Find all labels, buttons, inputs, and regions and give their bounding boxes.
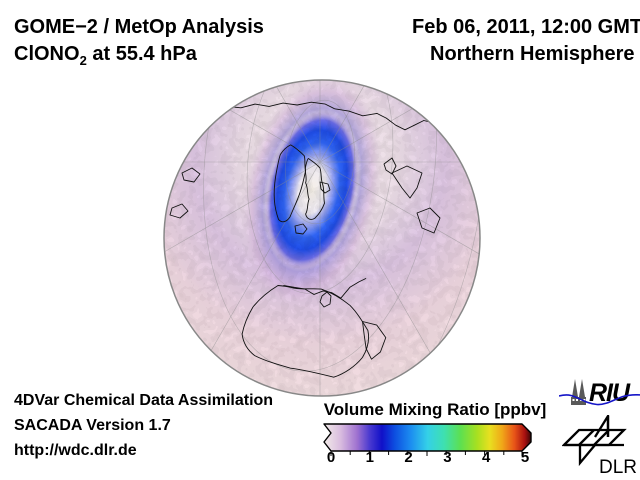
svg-text:5: 5 bbox=[521, 449, 529, 462]
svg-text:0: 0 bbox=[327, 449, 335, 462]
svg-text:4: 4 bbox=[482, 449, 491, 462]
svg-text:DLR: DLR bbox=[599, 457, 637, 478]
svg-text:1: 1 bbox=[366, 449, 374, 462]
svg-text:RIU: RIU bbox=[589, 379, 631, 407]
svg-text:3: 3 bbox=[443, 449, 451, 462]
svg-text:2: 2 bbox=[404, 449, 412, 462]
